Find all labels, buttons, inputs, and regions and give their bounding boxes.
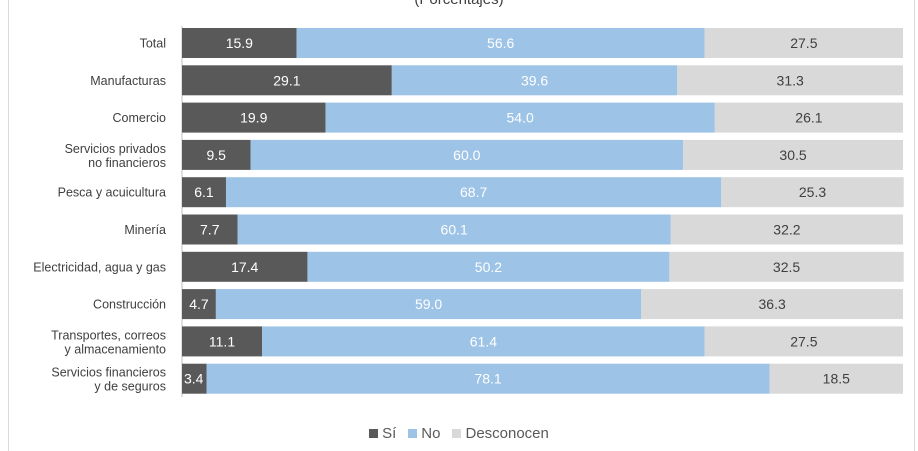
category-label: Manufacturas — [90, 74, 166, 88]
bar-segment-sí — [182, 326, 263, 357]
category-label: Servicios financieros y de seguros — [51, 366, 166, 394]
bar-segment-sí — [182, 214, 238, 245]
bar-segment-desconocen — [714, 102, 903, 133]
legend-label: No — [421, 425, 441, 442]
category-label: Pesca y acuicultura — [58, 186, 166, 200]
data-label: 11.1 — [209, 333, 235, 349]
data-label: 36.3 — [759, 296, 786, 312]
bar-segment-desconocen — [669, 251, 904, 282]
legend-swatch — [408, 429, 418, 438]
category-label: Comercio — [113, 111, 167, 125]
category-label: Minería — [124, 223, 166, 237]
legend-swatch — [452, 429, 462, 438]
bar-segment-no — [215, 289, 642, 320]
data-label: 32.2 — [773, 222, 800, 238]
data-label: 78.1 — [474, 371, 501, 387]
bar-segment-sí — [182, 102, 326, 133]
data-label: 31.3 — [777, 72, 804, 88]
stacked-bar-chart: Total 15.9 56.6 27.5 Manufacturas 29.1 39.6 31.… — [33, 26, 904, 397]
data-label: 7.7 — [200, 222, 220, 238]
data-label: 56.6 — [487, 35, 514, 51]
chart-frame — [8, 0, 915, 451]
legend-label: Sí — [382, 425, 397, 442]
bar-segment-sí — [182, 28, 297, 58]
bar-segment-sí — [182, 251, 308, 282]
bar-segment-no — [237, 214, 671, 245]
data-label: 27.5 — [790, 35, 817, 51]
data-label: 60.1 — [441, 222, 468, 238]
bar-segment-no — [391, 65, 678, 96]
data-label: 3.4 — [184, 371, 204, 387]
category-label: Electricidad, agua y gas — [33, 260, 166, 274]
bar-segment-no — [225, 177, 722, 208]
data-label: 4.7 — [189, 296, 209, 312]
category-label: Total — [140, 37, 166, 51]
legend-swatch — [369, 429, 379, 438]
data-label: 17.4 — [231, 259, 258, 275]
legend-item: Sí — [369, 425, 396, 442]
bar-segment-sí — [182, 177, 226, 208]
bar-segment-no — [325, 102, 715, 133]
bar-segment-no — [262, 326, 705, 357]
data-label: 27.5 — [790, 333, 817, 349]
data-label: 39.6 — [521, 72, 548, 88]
data-label: 68.7 — [460, 184, 487, 200]
category-label: Servicios privados no financieros — [65, 142, 166, 170]
data-label: 54.0 — [507, 110, 534, 126]
data-label: 6.1 — [194, 184, 214, 200]
bar-segment-sí — [182, 363, 207, 394]
data-label: 50.2 — [475, 259, 502, 275]
bar-segment-desconocen — [704, 326, 903, 357]
bar-segment-desconocen — [721, 177, 904, 208]
category-label: Construcción — [93, 298, 166, 312]
bar-segment-sí — [182, 65, 392, 96]
data-label: 18.5 — [823, 371, 850, 387]
data-label: 32.5 — [773, 259, 800, 275]
legend-label: Desconocen — [465, 425, 549, 442]
bar-segment-desconocen — [683, 139, 903, 170]
bar-segment-desconocen — [704, 28, 903, 58]
data-label: 15.9 — [226, 35, 253, 51]
data-label: 60.0 — [453, 147, 480, 163]
legend-item: Desconocen — [452, 425, 549, 442]
bar-segment-desconocen — [677, 65, 903, 96]
data-label: 26.1 — [795, 110, 822, 126]
data-label: 9.5 — [207, 147, 227, 163]
data-label: 59.0 — [415, 296, 442, 312]
bar-segment-desconocen — [641, 289, 903, 320]
data-label: 30.5 — [779, 147, 806, 163]
bar-segment-sí — [182, 139, 251, 170]
data-label: 25.3 — [799, 184, 826, 200]
bar-segment-no — [250, 139, 684, 170]
bar-segment-desconocen — [769, 363, 903, 394]
bar-segment-sí — [182, 289, 216, 320]
data-label: 19.9 — [240, 110, 267, 126]
category-label: Transportes, correos y almacenamiento — [51, 328, 166, 356]
bar-segment-no — [206, 363, 770, 394]
chart-subtitle: (Porcentajes) — [0, 0, 918, 8]
bar-segment-desconocen — [670, 214, 903, 245]
data-label: 29.1 — [273, 72, 300, 88]
bar-segment-no — [296, 28, 705, 58]
bar-segment-no — [307, 251, 670, 282]
legend: Sí No Desconocen — [0, 425, 918, 442]
legend-item: No — [408, 425, 440, 442]
data-label: 61.4 — [470, 333, 497, 349]
